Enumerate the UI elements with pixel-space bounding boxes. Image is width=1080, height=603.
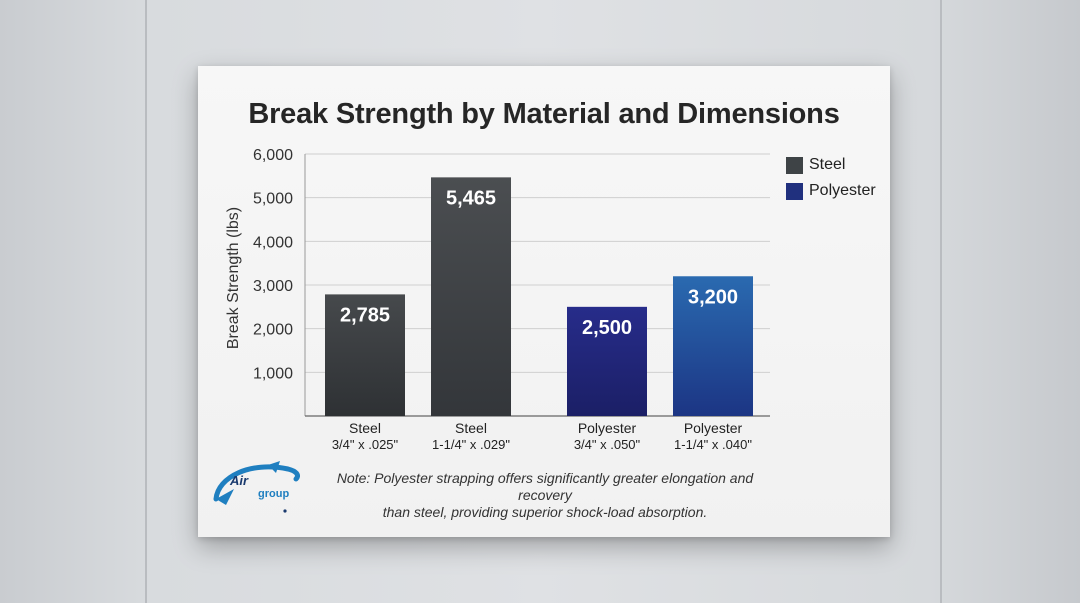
note-line-1: Note: Polyester strapping offers signifi…	[336, 470, 754, 503]
bar-value-label: 3,200	[688, 286, 738, 308]
x-tick-label-material: Polyester	[684, 420, 743, 436]
air-group-logo: Air group	[213, 461, 300, 513]
y-tick-label: 3,000	[253, 278, 293, 295]
x-tick-label-material: Polyester	[578, 420, 637, 436]
y-tick-label: 4,000	[253, 234, 293, 251]
wall-seam-left	[145, 0, 147, 603]
logo-text-bottom: group	[258, 488, 289, 500]
legend: Steel Polyester	[786, 152, 876, 204]
y-axis-label: Break Strength (lbs)	[225, 207, 242, 349]
bar-steel-1	[431, 177, 511, 416]
bar-polyester-2	[567, 306, 647, 416]
bar-value-label: 2,785	[340, 304, 390, 326]
bar-polyester-3	[673, 276, 753, 416]
bar-steel-0	[325, 294, 405, 416]
y-tick-label: 6,000	[253, 147, 293, 164]
bar-value-label: 2,500	[582, 317, 632, 339]
chart-title: Break Strength by Material and Dimension…	[248, 98, 840, 130]
legend-label-steel: Steel	[809, 156, 846, 173]
legend-item-polyester: Polyester	[786, 178, 876, 204]
legend-swatch-steel	[786, 156, 803, 174]
x-tick-label-dimensions: 1-1/4" x .029"	[432, 437, 510, 452]
bar-chart: 1,000 2,000 3,000 4,000 5,000 6,000 2,785 Steel…	[225, 147, 770, 452]
note-line-2: than steel, providing superior shock-loa…	[382, 504, 708, 520]
bar-value-label: 5,465	[446, 187, 496, 209]
y-tick-label: 2,000	[253, 322, 293, 339]
y-tick-label: 1,000	[253, 365, 293, 382]
x-tick-label-dimensions: 3/4" x .050"	[574, 437, 641, 452]
x-tick-label-material: Steel	[349, 420, 381, 436]
x-tick-label-dimensions: 1-1/4" x .040"	[674, 437, 752, 452]
legend-swatch-polyester	[786, 182, 803, 200]
chart-card: Break Strength by Material and Dimension…	[198, 66, 890, 537]
logo-text-top: Air	[229, 473, 249, 488]
legend-label-polyester: Polyester	[809, 182, 876, 199]
wall-seam-right	[940, 0, 942, 603]
x-tick-label-dimensions: 3/4" x .025"	[332, 437, 399, 452]
legend-item-steel: Steel	[786, 152, 876, 178]
x-tick-label-material: Steel	[455, 420, 487, 436]
chart-note: Note: Polyester strapping offers signifi…	[310, 470, 780, 521]
y-tick-label: 5,000	[253, 191, 293, 208]
